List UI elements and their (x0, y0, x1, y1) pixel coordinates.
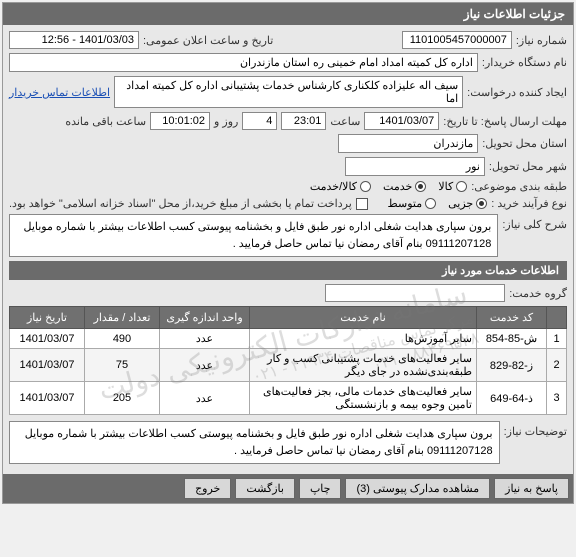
city-field: نور (345, 157, 485, 176)
back-button[interactable]: بازگشت (235, 478, 295, 499)
services-header: اطلاعات خدمات مورد نیاز (9, 261, 567, 280)
radio-medium-label: متوسط (388, 197, 423, 210)
row-group: گروه خدمت: (9, 284, 567, 302)
datetime-label: تاریخ و ساعت اعلان عمومی: (143, 34, 273, 47)
panel-title: جزئیات اطلاعات نیاز (3, 3, 573, 25)
remain-time: 10:01:02 (150, 112, 210, 130)
time-label-1: ساعت (330, 115, 360, 128)
remain-label: ساعت باقی مانده (65, 115, 146, 128)
exit-button[interactable]: خروج (184, 478, 231, 499)
process-radio-group: جزیی متوسط (388, 197, 488, 210)
footer-bar: پاسخ به نیاز مشاهده مدارک پیوستی (3) چاپ… (3, 474, 573, 503)
cell-unit: عدد (160, 329, 250, 349)
attachments-button[interactable]: مشاهده مدارک پیوستی (3) (345, 478, 490, 499)
row-deadline: مهلت ارسال پاسخ: تا تاریخ: 1401/03/07 سا… (9, 112, 567, 130)
notes-text: برون سپاری هدایت شغلی اداره نور طبق فایل… (9, 421, 500, 464)
datetime-field: 1401/03/03 - 12:56 (9, 31, 139, 49)
col-unit: واحد اندازه گیری (160, 307, 250, 329)
print-button[interactable]: چاپ (299, 478, 342, 499)
row-desc: شرح کلی نیاز: برون سپاری هدایت شغلی ادار… (9, 214, 567, 257)
deadline-date: 1401/03/07 (364, 112, 439, 130)
radio-goods[interactable]: کالا (438, 180, 467, 193)
row-process: نوع فرآیند خرید : جزیی متوسط پرداخت تمام… (9, 197, 567, 210)
cell-unit: عدد (160, 382, 250, 415)
need-no-field: 1101005457000007 (402, 31, 512, 49)
radio-minor[interactable]: جزیی (448, 197, 487, 210)
row-province: استان محل تحویل: مازندران (9, 134, 567, 153)
pay-note: پرداخت تمام یا بخشی از مبلغ خرید،از محل … (9, 197, 352, 210)
row-topic: طبقه بندی موضوعی: کالا خدمت کالا/خدمت (9, 180, 567, 193)
requester-field: سیف اله علیزاده کلکناری کارشناس خدمات پش… (114, 76, 463, 108)
cell-qty: 75 (85, 349, 160, 382)
province-field: مازندران (338, 134, 478, 153)
cell-code: ذ-64-649 (477, 382, 547, 415)
cell-date: 1401/03/07 (10, 329, 85, 349)
cell-date: 1401/03/07 (10, 349, 85, 382)
row-requester: ایجاد کننده درخواست: سیف اله علیزاده کلک… (9, 76, 567, 108)
cell-idx: 2 (547, 349, 567, 382)
cell-name: سایر فعالیت‌های خدمات مالی، بجز فعالیت‌ه… (250, 382, 477, 415)
table-wrap: سامانه تدارکات الکترونیکی دولت مرکز تماس… (9, 306, 567, 415)
panel-body: شماره نیاز: 1101005457000007 تاریخ و ساع… (3, 25, 573, 474)
group-field (325, 284, 505, 302)
radio-both-label: کالا/خدمت (310, 180, 357, 193)
pay-checkbox[interactable] (356, 198, 368, 210)
radio-dot-service (415, 181, 426, 192)
cell-name: سایر آموزش‌ها (250, 329, 477, 349)
city-label: شهر محل تحویل: (489, 160, 567, 173)
cell-qty: 205 (85, 382, 160, 415)
main-panel: جزئیات اطلاعات نیاز شماره نیاز: 11010054… (2, 2, 574, 504)
need-no-label: شماره نیاز: (516, 34, 567, 47)
radio-dot-both (360, 181, 371, 192)
col-name: نام خدمت (250, 307, 477, 329)
days-field: 4 (242, 112, 277, 130)
radio-service[interactable]: خدمت (383, 180, 426, 193)
col-idx (547, 307, 567, 329)
table-row: 3ذ-64-649سایر فعالیت‌های خدمات مالی، بجز… (10, 382, 567, 415)
radio-service-label: خدمت (383, 180, 412, 193)
radio-dot-goods (456, 181, 467, 192)
table-row: 1ش-85-854سایر آموزش‌هاعدد4901401/03/07 (10, 329, 567, 349)
radio-dot-medium (425, 198, 436, 209)
row-need-no: شماره نیاز: 1101005457000007 تاریخ و ساع… (9, 31, 567, 49)
cell-qty: 490 (85, 329, 160, 349)
deadline-time: 23:01 (281, 112, 326, 130)
col-qty: تعداد / مقدار (85, 307, 160, 329)
day-label: روز و (214, 115, 238, 128)
cell-date: 1401/03/07 (10, 382, 85, 415)
col-code: کد خدمت (477, 307, 547, 329)
deadline-label: مهلت ارسال پاسخ: تا تاریخ: (443, 115, 567, 128)
radio-both[interactable]: کالا/خدمت (310, 180, 371, 193)
row-buyer: نام دستگاه خریدار: اداره کل کمیته امداد … (9, 53, 567, 72)
contact-link[interactable]: اطلاعات تماس خریدار (9, 86, 110, 99)
table-header-row: کد خدمت نام خدمت واحد اندازه گیری تعداد … (10, 307, 567, 329)
requester-label: ایجاد کننده درخواست: (467, 86, 567, 99)
desc-text: برون سپاری هدایت شغلی اداره نور طبق فایل… (9, 214, 498, 257)
row-notes: توضیحات نیاز: برون سپاری هدایت شغلی ادار… (9, 421, 567, 464)
cell-idx: 3 (547, 382, 567, 415)
cell-unit: عدد (160, 349, 250, 382)
process-label: نوع فرآیند خرید : (491, 197, 567, 210)
row-city: شهر محل تحویل: نور (9, 157, 567, 176)
buyer-label: نام دستگاه خریدار: (482, 56, 567, 69)
radio-medium[interactable]: متوسط (388, 197, 437, 210)
cell-idx: 1 (547, 329, 567, 349)
topic-label: طبقه بندی موضوعی: (471, 180, 567, 193)
cell-code: ش-85-854 (477, 329, 547, 349)
desc-label: شرح کلی نیاز: (502, 214, 567, 231)
services-table: کد خدمت نام خدمت واحد اندازه گیری تعداد … (9, 306, 567, 415)
cell-name: سایر فعالیت‌های خدمات پشتیبانی کسب و کار… (250, 349, 477, 382)
notes-label: توضیحات نیاز: (504, 421, 567, 438)
topic-radio-group: کالا خدمت کالا/خدمت (310, 180, 467, 193)
respond-button[interactable]: پاسخ به نیاز (494, 478, 569, 499)
radio-goods-label: کالا (438, 180, 453, 193)
cell-code: ز-82-829 (477, 349, 547, 382)
group-label: گروه خدمت: (509, 287, 567, 300)
buyer-field: اداره کل کمیته امداد امام خمینی ره استان… (9, 53, 478, 72)
col-date: تاریخ نیاز (10, 307, 85, 329)
province-label: استان محل تحویل: (482, 137, 567, 150)
radio-minor-label: جزیی (448, 197, 473, 210)
radio-dot-minor (476, 198, 487, 209)
table-row: 2ز-82-829سایر فعالیت‌های خدمات پشتیبانی … (10, 349, 567, 382)
